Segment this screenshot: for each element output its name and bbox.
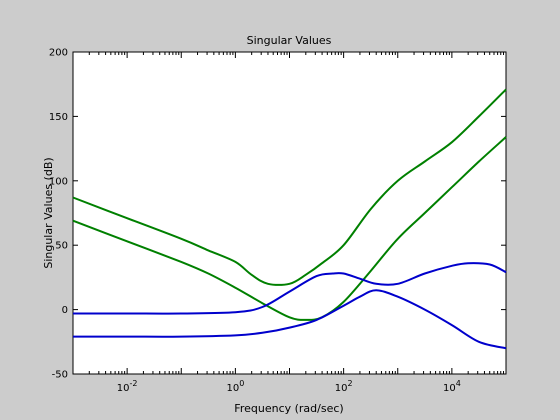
chart-title: Singular Values	[247, 34, 332, 47]
series-line-1	[72, 88, 507, 286]
x-axis-label: Frequency (rad/sec)	[234, 402, 343, 415]
x-tick-label: 102	[335, 379, 353, 394]
y-tick-label: -50	[52, 370, 68, 381]
x-tick-label: 104	[443, 379, 461, 394]
x-tick-label: 10-2	[117, 379, 138, 394]
y-ticks: -50 0 50 100 150 200	[49, 48, 506, 381]
y-tick-label: 100	[49, 176, 68, 187]
y-tick-label: 0	[62, 305, 68, 316]
y-tick-label: 200	[49, 48, 68, 59]
y-tick-label: 50	[55, 241, 68, 252]
axes-background	[72, 51, 507, 375]
series-line-2	[72, 136, 507, 321]
series-line-3	[73, 262, 507, 315]
y-axis-label: Singular Values (dB)	[42, 157, 55, 268]
series-layer	[72, 88, 507, 350]
x-ticks: 10-2 100 102 104	[72, 52, 507, 394]
y-tick-label: 150	[49, 112, 68, 123]
series-line-4	[73, 289, 507, 350]
x-tick-label: 100	[226, 379, 244, 394]
